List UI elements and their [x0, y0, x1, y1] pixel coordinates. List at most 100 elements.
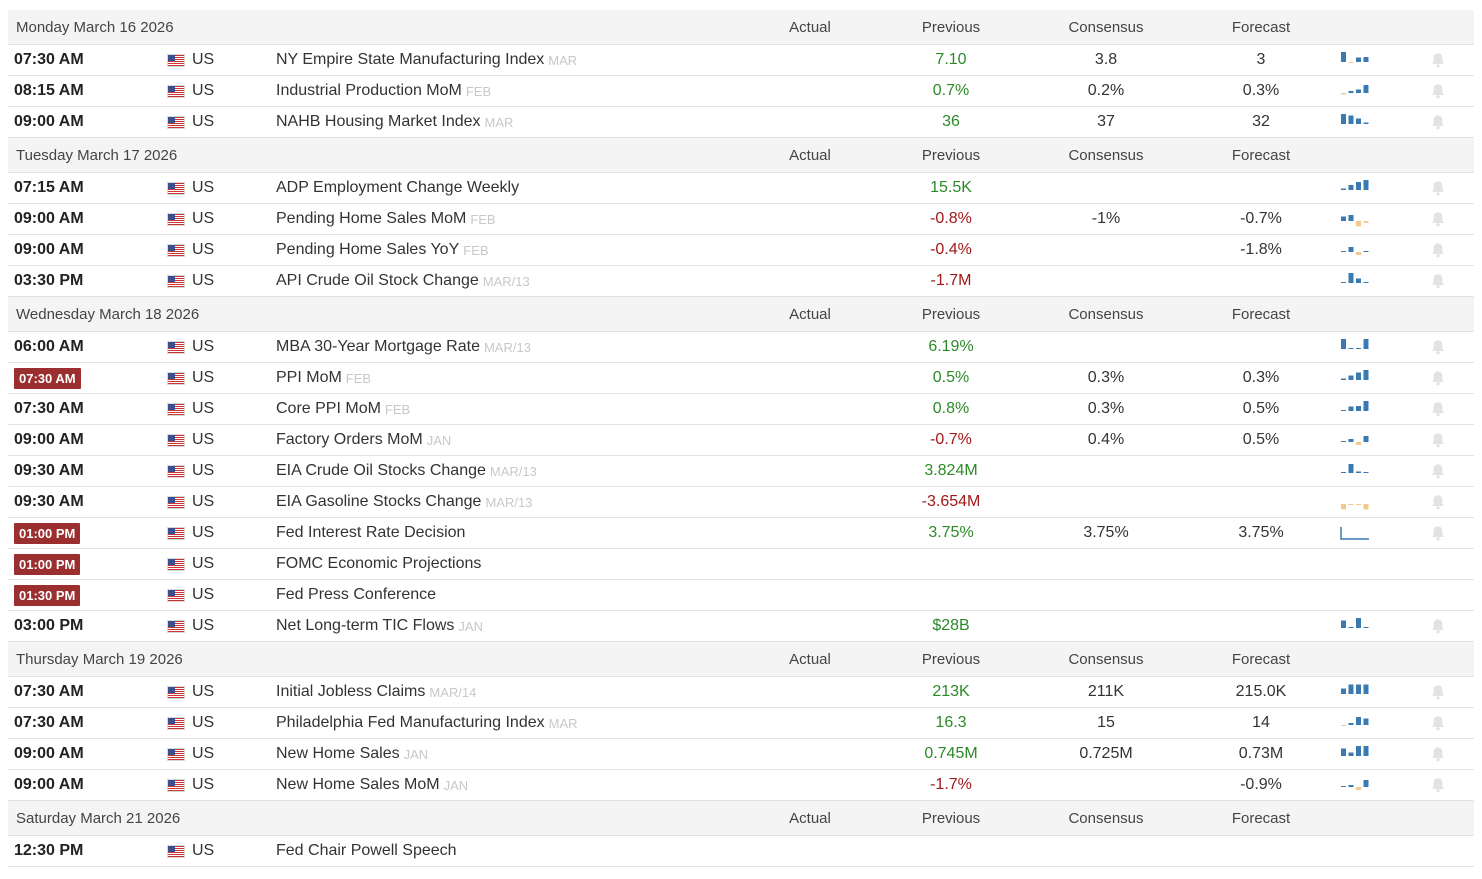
event-name-link[interactable]: PPI MoM	[276, 369, 342, 386]
sparkline-cell[interactable]	[1340, 363, 1370, 393]
sparkline-cell[interactable]	[1340, 173, 1370, 203]
event-row[interactable]: 07:15 AM US ADP Employment Change Weekly 15…	[8, 173, 1474, 204]
sparkline-cell[interactable]	[1340, 739, 1370, 769]
sparkline-cell[interactable]	[1340, 611, 1370, 641]
sparkline-cell[interactable]	[1340, 204, 1370, 234]
sparkline-cell[interactable]	[1340, 708, 1370, 738]
event-name-link[interactable]: Philadelphia Fed Manufacturing Index	[276, 714, 545, 731]
event-row[interactable]: 08:15 AM US Industrial Production MoM FEB 0.…	[8, 76, 1474, 107]
actual-value	[768, 394, 852, 424]
alert-bell-button[interactable]	[1430, 76, 1446, 106]
event-row[interactable]: 07:30 AM US PPI MoM FEB 0.5% 0.3% 0.3%	[8, 363, 1474, 394]
sparkline-cell[interactable]	[1340, 235, 1370, 265]
event-row[interactable]: 01:00 PM US Fed Interest Rate Decision 3.75…	[8, 518, 1474, 549]
event-cell: Factory Orders MoM JAN	[276, 425, 451, 455]
alert-bell-button[interactable]	[1430, 363, 1446, 393]
event-row[interactable]: 09:30 AM US EIA Crude Oil Stocks Change MAR…	[8, 456, 1474, 487]
event-row[interactable]: 09:00 AM US Pending Home Sales YoY FEB -0.4%…	[8, 235, 1474, 266]
alert-bell-button[interactable]	[1430, 518, 1446, 548]
event-name-link[interactable]: Fed Interest Rate Decision	[276, 524, 466, 541]
previous-value: -1.7%	[930, 776, 972, 793]
event-row[interactable]: 09:00 AM US New Home Sales MoM JAN -1.7% -0.9…	[8, 770, 1474, 801]
event-name-link[interactable]: Factory Orders MoM	[276, 431, 423, 448]
event-name-link[interactable]: FOMC Economic Projections	[276, 555, 482, 572]
event-row[interactable]: 12:30 PM US Fed Chair Powell Speech	[8, 836, 1474, 867]
sparkline-cell[interactable]	[1340, 487, 1370, 517]
forecast-value: -0.9%	[1240, 776, 1282, 793]
event-name-link[interactable]: Net Long-term TIC Flows	[276, 617, 455, 634]
event-name-link[interactable]: ADP Employment Change Weekly	[276, 179, 520, 196]
sparkline-cell[interactable]	[1340, 770, 1370, 800]
sparkline-cell[interactable]	[1340, 518, 1370, 548]
alert-bell-button[interactable]	[1430, 770, 1446, 800]
sparkline-bar	[1348, 375, 1354, 380]
sparkline-cell[interactable]	[1340, 107, 1370, 137]
sparkline-bar	[1363, 504, 1369, 510]
flag-cell	[168, 611, 184, 641]
alert-bell-button[interactable]	[1430, 173, 1446, 203]
event-name-link[interactable]: Initial Jobless Claims	[276, 683, 426, 700]
sparkline-cell[interactable]	[1340, 425, 1370, 455]
sparkline-cell[interactable]	[1340, 266, 1370, 296]
event-name-link[interactable]: New Home Sales MoM	[276, 776, 440, 793]
event-name-link[interactable]: NAHB Housing Market Index	[276, 113, 481, 130]
alert-bell-button[interactable]	[1430, 739, 1446, 769]
event-row[interactable]: 09:30 AM US EIA Gasoline Stocks Change MAR/…	[8, 487, 1474, 518]
alert-bell-button[interactable]	[1430, 611, 1446, 641]
alert-bell-button[interactable]	[1430, 107, 1446, 137]
consensus-column-header: Consensus	[1068, 18, 1144, 36]
alert-bell-button[interactable]	[1430, 487, 1446, 517]
event-row[interactable]: 07:30 AM US Initial Jobless Claims MAR/14 21…	[8, 677, 1474, 708]
alert-bell-button[interactable]	[1430, 266, 1446, 296]
event-row[interactable]: 01:30 PM US Fed Press Conference	[8, 580, 1474, 611]
alert-bell-button[interactable]	[1430, 677, 1446, 707]
event-row[interactable]: 09:00 AM US Pending Home Sales MoM FEB -0.8%…	[8, 204, 1474, 235]
event-row[interactable]: 06:00 AM US MBA 30-Year Mortgage Rate MAR/1…	[8, 332, 1474, 363]
alert-bell-button[interactable]	[1430, 45, 1446, 75]
event-name-link[interactable]: NY Empire State Manufacturing Index	[276, 51, 545, 68]
consensus-value	[1063, 770, 1149, 800]
sparkline-cell[interactable]	[1340, 45, 1370, 75]
event-name-link[interactable]: Fed Press Conference	[276, 586, 437, 603]
event-row[interactable]: 01:00 PM US FOMC Economic Projections	[8, 549, 1474, 580]
trend-sparkline	[1341, 339, 1369, 349]
sparkline-cell[interactable]	[1340, 76, 1370, 106]
event-name-link[interactable]: New Home Sales	[276, 745, 400, 762]
event-row[interactable]: 07:30 AM US Core PPI MoM FEB 0.8% 0.3% 0.5%	[8, 394, 1474, 425]
sparkline-cell[interactable]	[1340, 677, 1370, 707]
event-name-link[interactable]: Core PPI MoM	[276, 400, 381, 417]
event-row[interactable]: 07:30 AM US NY Empire State Manufacturing …	[8, 45, 1474, 76]
consensus-column-header: Consensus	[1068, 146, 1144, 164]
event-row[interactable]: 07:30 AM US Philadelphia Fed Manufacturing…	[8, 708, 1474, 739]
alert-bell-button[interactable]	[1430, 235, 1446, 265]
event-row[interactable]: 03:00 PM US Net Long-term TIC Flows JAN $28B	[8, 611, 1474, 642]
alert-bell-button[interactable]	[1430, 456, 1446, 486]
event-row[interactable]: 09:00 AM US Factory Orders MoM JAN -0.7% 0.4%…	[8, 425, 1474, 456]
alert-bell-button[interactable]	[1430, 204, 1446, 234]
sparkline-cell[interactable]	[1340, 394, 1370, 424]
reference-period: FEB	[470, 211, 496, 227]
trend-sparkline	[1341, 52, 1369, 63]
sparkline-cell[interactable]	[1340, 332, 1370, 362]
event-name-link[interactable]: Pending Home Sales YoY	[276, 241, 460, 258]
event-name-link[interactable]: EIA Crude Oil Stocks Change	[276, 462, 486, 479]
alert-bell-button[interactable]	[1430, 332, 1446, 362]
sparkline-bar	[1356, 278, 1361, 283]
forecast-column-header: Forecast	[1231, 305, 1291, 323]
event-row[interactable]: 09:00 AM US NAHB Housing Market Index MAR 36…	[8, 107, 1474, 138]
sparkline-cell[interactable]	[1340, 456, 1370, 486]
alert-bell-button[interactable]	[1430, 425, 1446, 455]
day-date: Saturday March 21 2026	[16, 809, 181, 827]
previous-column-header: Previous	[921, 305, 981, 323]
event-row[interactable]: 09:00 AM US New Home Sales JAN 0.745M 0.725M 0…	[8, 739, 1474, 770]
event-name-link[interactable]: Industrial Production MoM	[276, 82, 462, 99]
event-name-link[interactable]: EIA Gasoline Stocks Change	[276, 493, 482, 510]
event-name-link[interactable]: Fed Chair Powell Speech	[276, 842, 457, 859]
event-name-link[interactable]: API Crude Oil Stock Change	[276, 272, 479, 289]
event-name-link[interactable]: Pending Home Sales MoM	[276, 210, 467, 227]
event-name-link[interactable]: MBA 30-Year Mortgage Rate	[276, 338, 480, 355]
event-time: 09:00 AM	[14, 241, 84, 258]
event-row[interactable]: 03:30 PM US API Crude Oil Stock Change MAR/…	[8, 266, 1474, 297]
alert-bell-button[interactable]	[1430, 708, 1446, 738]
alert-bell-button[interactable]	[1430, 394, 1446, 424]
